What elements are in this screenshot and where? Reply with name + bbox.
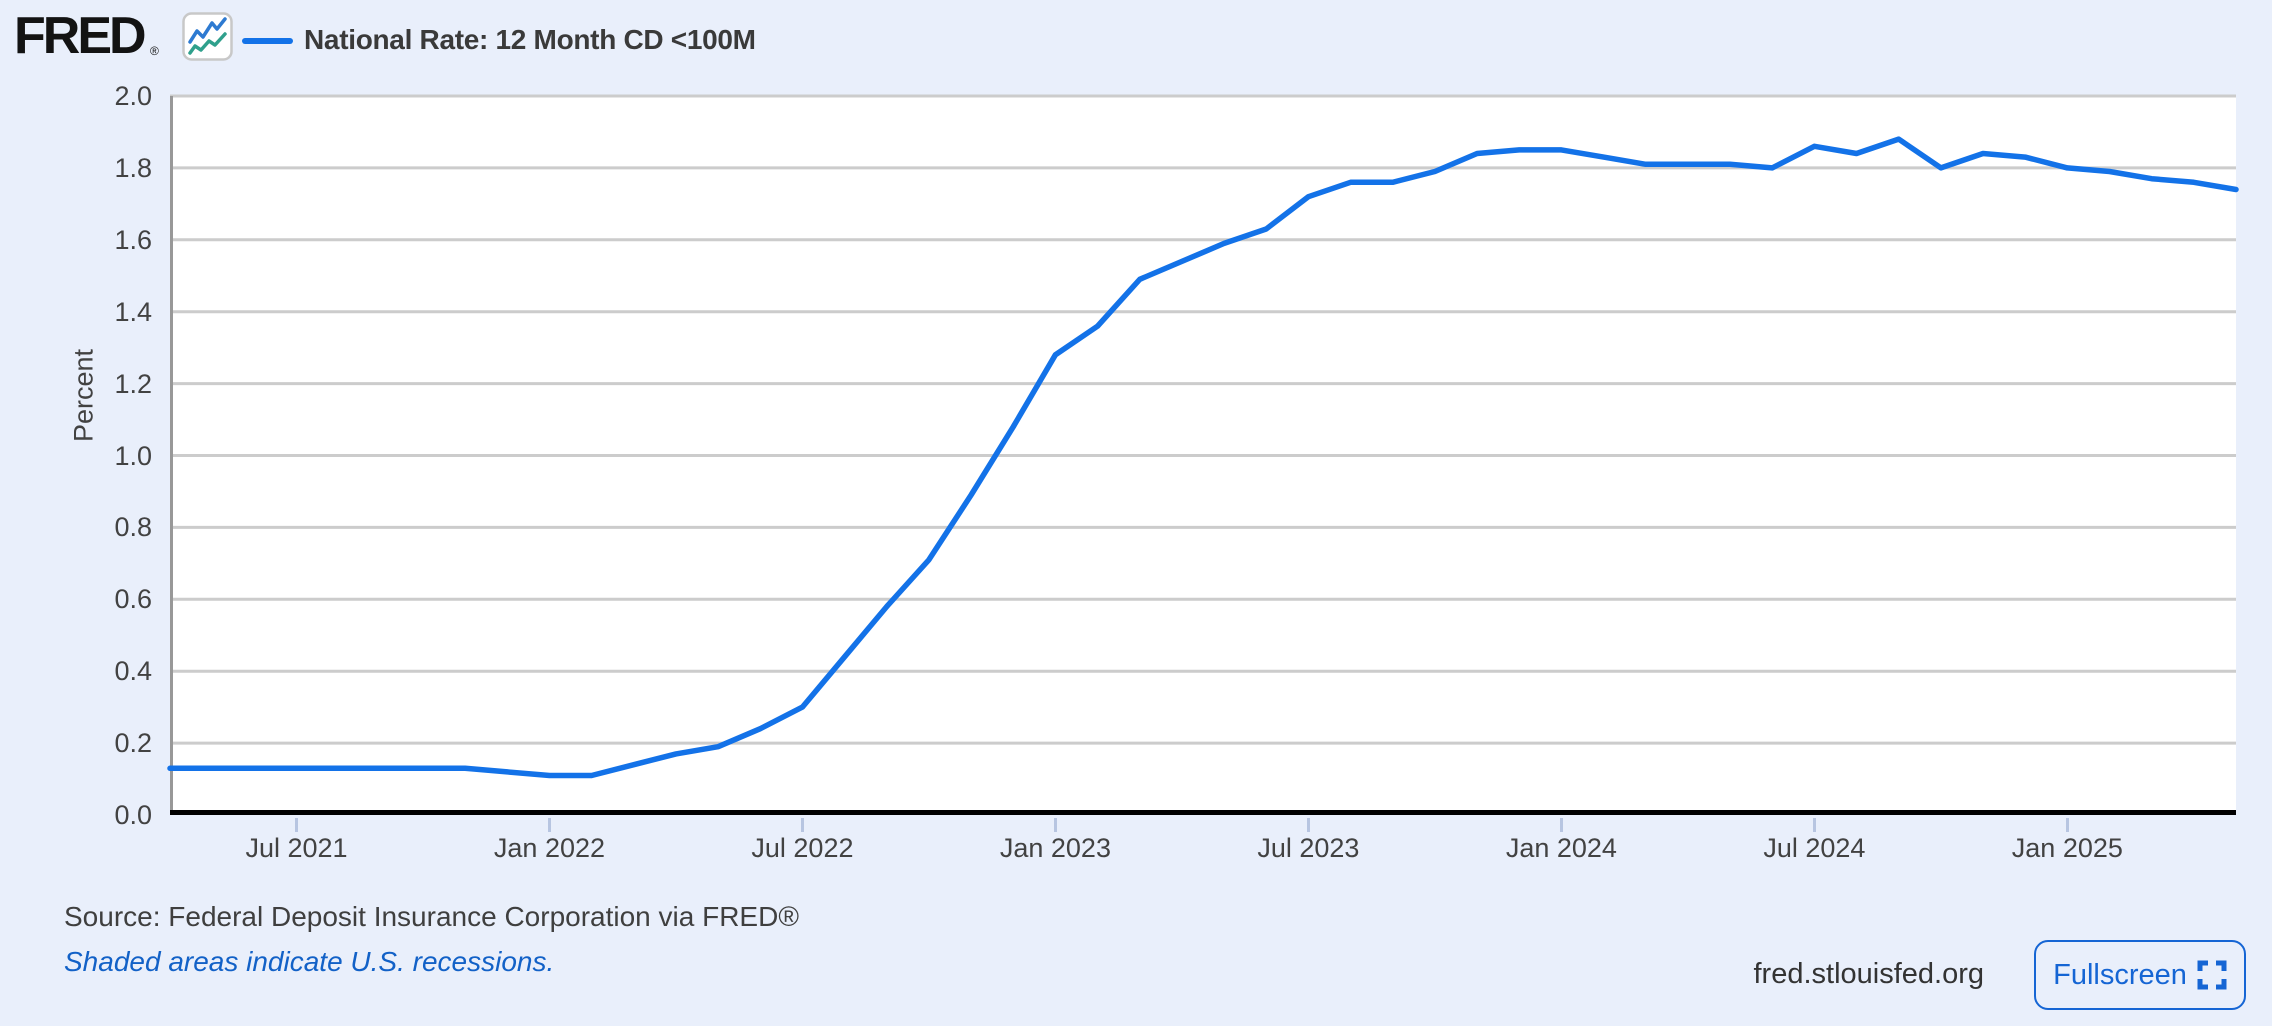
y-axis-tick-label: 1.4 bbox=[114, 296, 152, 327]
legend-label[interactable]: National Rate: 12 Month CD <100M bbox=[304, 24, 756, 55]
x-axis-tick-mark bbox=[800, 818, 804, 832]
x-axis-tick-label: Jan 2024 bbox=[1505, 833, 1617, 863]
y-axis-tick-label: 0.8 bbox=[114, 512, 152, 543]
fred-logo[interactable]: FRED bbox=[14, 7, 147, 65]
x-axis-tick-mark bbox=[547, 818, 551, 832]
y-axis-title: Percent bbox=[68, 348, 99, 443]
x-axis-tick-mark bbox=[1559, 818, 1563, 832]
line-series bbox=[167, 94, 2239, 815]
x-axis-tick-label: Jul 2021 bbox=[245, 833, 348, 863]
x-axis-tick-mark bbox=[1306, 818, 1310, 832]
y-axis-tick-label: 0.0 bbox=[114, 800, 152, 830]
y-axis-tick-label: 0.6 bbox=[114, 584, 152, 615]
fullscreen-button[interactable]: Fullscreen bbox=[2034, 940, 2246, 1010]
icon-blue-line bbox=[188, 17, 227, 44]
x-axis-tick-label: Jan 2025 bbox=[2011, 833, 2123, 863]
x-axis-tick-label: Jul 2024 bbox=[1763, 833, 1866, 863]
site-link[interactable]: fred.stlouisfed.org bbox=[1753, 958, 1984, 990]
y-axis-tick-label: 2.0 bbox=[114, 81, 152, 111]
x-axis-tick-label: Jan 2023 bbox=[999, 833, 1111, 863]
source-text: Source: Federal Deposit Insurance Corpor… bbox=[64, 901, 799, 932]
fullscreen-icon bbox=[2197, 960, 2227, 990]
x-axis-tick-mark bbox=[2065, 818, 2069, 832]
y-axis-tick-label: 1.2 bbox=[114, 368, 152, 399]
legend-line-swatch bbox=[242, 38, 293, 44]
x-axis-tick-label: Jul 2022 bbox=[751, 833, 854, 863]
y-axis-tick-label: 1.8 bbox=[114, 152, 152, 183]
fred-chart-icon bbox=[182, 12, 233, 61]
y-axis-tick-label: 0.2 bbox=[114, 728, 152, 759]
fullscreen-button-label: Fullscreen bbox=[2053, 958, 2187, 991]
x-axis-tick-mark bbox=[1053, 818, 1057, 832]
x-axis-tick-label: Jul 2023 bbox=[1257, 833, 1360, 863]
x-axis-tick-mark bbox=[294, 818, 298, 832]
plot-area[interactable] bbox=[167, 94, 2239, 815]
y-axis-tick-label: 0.4 bbox=[114, 656, 152, 687]
icon-teal-line bbox=[188, 32, 227, 55]
x-axis-tick-mark bbox=[1812, 818, 1816, 832]
y-axis-tick-label: 1.0 bbox=[114, 440, 152, 471]
registered-trademark: ® bbox=[150, 44, 159, 58]
x-axis-tick-label: Jan 2022 bbox=[493, 833, 606, 863]
y-axis-tick-label: 1.6 bbox=[114, 224, 152, 255]
y-axis-labels: 0.0 0.2 0.4 0.6 0.8 1.0 1.2 1.4 1.6 1.8 2.0 bbox=[0, 0, 152, 1026]
recession-note[interactable]: Shaded areas indicate U.S. recessions. bbox=[64, 946, 555, 977]
